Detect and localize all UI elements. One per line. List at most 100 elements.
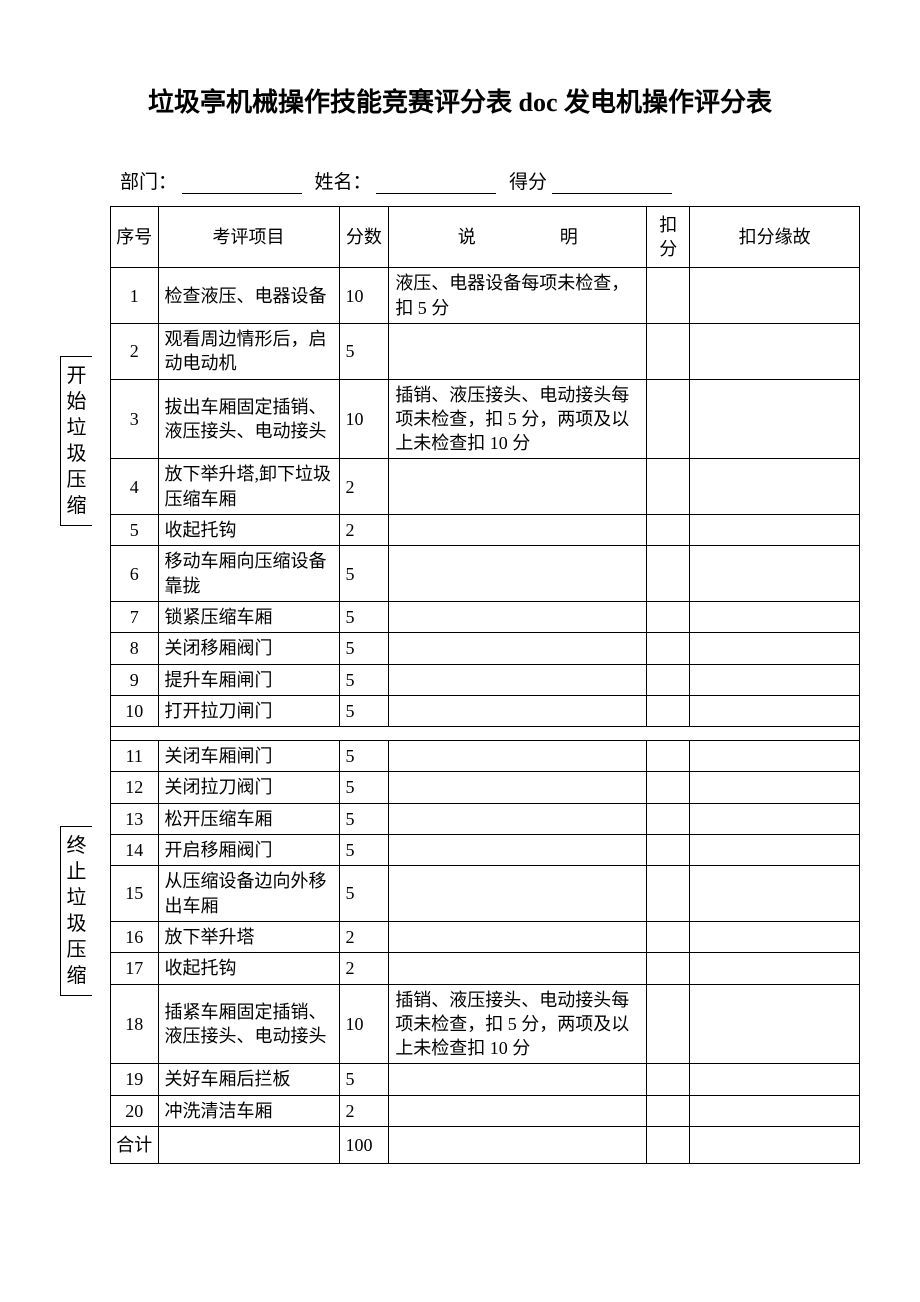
cell-item: 拔出车厢固定插销、液压接头、电动接头 (158, 379, 339, 459)
tbody-top: 1检查液压、电器设备10液压、电器设备每项未检查，扣 5 分2观看周边情形后，启… (111, 268, 860, 727)
cell-item: 关好车厢后拦板 (158, 1064, 339, 1095)
cell-deduct (647, 772, 690, 803)
header-seq: 序号 (111, 206, 159, 268)
cell-score: 5 (339, 323, 389, 379)
cell-reason (690, 803, 860, 834)
total-value: 100 (339, 1127, 389, 1164)
cell-score: 5 (339, 741, 389, 772)
cell-deduct (647, 741, 690, 772)
cell-deduct (647, 921, 690, 952)
cell-score: 5 (339, 803, 389, 834)
name-label: 姓名： (315, 167, 372, 194)
cell-seq: 20 (111, 1095, 159, 1126)
cell-score: 5 (339, 695, 389, 726)
cell-seq: 19 (111, 1064, 159, 1095)
cell-seq: 13 (111, 803, 159, 834)
spacer-row (111, 727, 860, 741)
cell-deduct (647, 695, 690, 726)
cell-reason (690, 984, 860, 1064)
cell-score: 5 (339, 1064, 389, 1095)
cell-reason (690, 459, 860, 515)
cell-reason (690, 664, 860, 695)
cell-deduct (647, 633, 690, 664)
table-row: 17收起托钩2 (111, 953, 860, 984)
table-row: 20冲洗清洁车厢2 (111, 1095, 860, 1126)
name-underline (376, 172, 496, 194)
total-label: 合计 (111, 1127, 159, 1164)
cell-seq: 18 (111, 984, 159, 1064)
cell-reason (690, 866, 860, 922)
cell-reason (690, 741, 860, 772)
cell-desc (389, 323, 647, 379)
cell-reason (690, 601, 860, 632)
cell-reason (690, 546, 860, 602)
total-row: 合计 100 (111, 1127, 860, 1164)
cell-reason (690, 921, 860, 952)
cell-reason (690, 268, 860, 324)
cell-desc (389, 866, 647, 922)
cell-reason (690, 835, 860, 866)
cell-seq: 6 (111, 546, 159, 602)
cell-deduct (647, 984, 690, 1064)
cell-score: 5 (339, 772, 389, 803)
cell-item: 插紧车厢固定插销、液压接头、电动接头 (158, 984, 339, 1064)
cell-score: 5 (339, 601, 389, 632)
header-reason: 扣分缘故 (690, 206, 860, 268)
table-row: 12关闭拉刀阀门5 (111, 772, 860, 803)
cell-reason (690, 379, 860, 459)
tbody-total: 合计 100 (111, 1127, 860, 1164)
cell-score: 5 (339, 546, 389, 602)
cell-score: 5 (339, 664, 389, 695)
cell-item: 提升车厢闸门 (158, 664, 339, 695)
cell-seq: 9 (111, 664, 159, 695)
cell-score: 10 (339, 379, 389, 459)
table-row: 3拔出车厢固定插销、液压接头、电动接头10插销、液压接头、电动接头每项未检查，扣… (111, 379, 860, 459)
dept-label: 部门： (120, 167, 177, 194)
score-label: 得分 (509, 167, 547, 194)
cell-score: 2 (339, 515, 389, 546)
cell-item: 收起托钩 (158, 953, 339, 984)
cell-item: 观看周边情形后，启动电动机 (158, 323, 339, 379)
cell-deduct (647, 515, 690, 546)
cell-desc (389, 546, 647, 602)
cell-score: 5 (339, 866, 389, 922)
cell-deduct (647, 546, 690, 602)
total-deduct-cell (647, 1127, 690, 1164)
cell-seq: 10 (111, 695, 159, 726)
cell-seq: 1 (111, 268, 159, 324)
cell-item: 冲洗清洁车厢 (158, 1095, 339, 1126)
cell-seq: 7 (111, 601, 159, 632)
cell-item: 从压缩设备边向外移出车厢 (158, 866, 339, 922)
cell-deduct (647, 664, 690, 695)
cell-item: 放下举升塔 (158, 921, 339, 952)
total-reason-cell (690, 1127, 860, 1164)
cell-deduct (647, 459, 690, 515)
header-score: 分数 (339, 206, 389, 268)
cell-score: 2 (339, 921, 389, 952)
cell-deduct (647, 1095, 690, 1126)
cell-desc: 液压、电器设备每项未检查，扣 5 分 (389, 268, 647, 324)
cell-deduct (647, 835, 690, 866)
cell-desc (389, 633, 647, 664)
header-item: 考评项目 (158, 206, 339, 268)
table-wrapper: 开始垃圾压缩 终止垃圾压缩 序号 考评项目 分数 说 明 扣分 扣分缘故 (60, 206, 860, 1165)
cell-reason (690, 953, 860, 984)
cell-seq: 17 (111, 953, 159, 984)
cell-item: 移动车厢向压缩设备靠拢 (158, 546, 339, 602)
table-row: 14开启移厢阀门5 (111, 835, 860, 866)
table-row: 18插紧车厢固定插销、液压接头、电动接头10插销、液压接头、电动接头每项未检查，… (111, 984, 860, 1064)
table-row: 8关闭移厢阀门5 (111, 633, 860, 664)
cell-seq: 5 (111, 515, 159, 546)
table-row: 16放下举升塔2 (111, 921, 860, 952)
cell-seq: 16 (111, 921, 159, 952)
cell-deduct (647, 379, 690, 459)
cell-desc (389, 601, 647, 632)
cell-item: 检查液压、电器设备 (158, 268, 339, 324)
table-row: 15从压缩设备边向外移出车厢5 (111, 866, 860, 922)
cell-item: 关闭移厢阀门 (158, 633, 339, 664)
cell-seq: 2 (111, 323, 159, 379)
cell-deduct (647, 1064, 690, 1095)
cell-score: 5 (339, 633, 389, 664)
cell-reason (690, 633, 860, 664)
cell-deduct (647, 601, 690, 632)
